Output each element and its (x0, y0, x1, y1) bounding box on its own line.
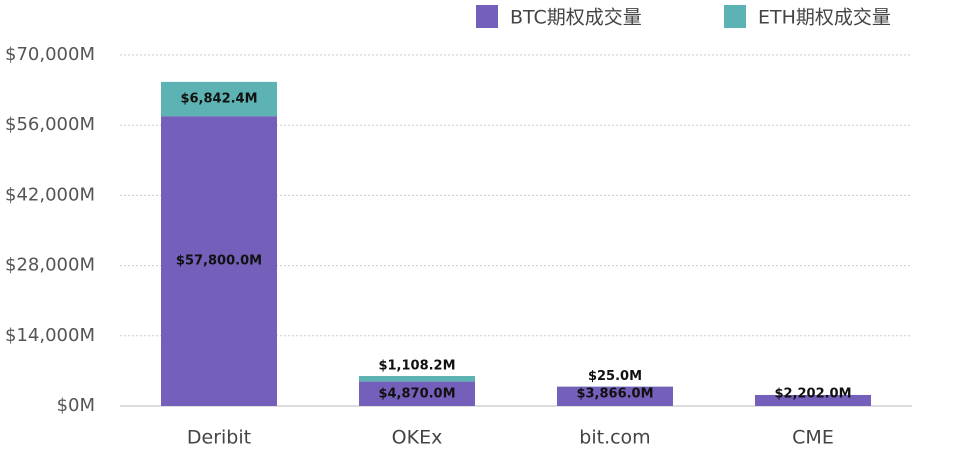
x-tick-label: CME (792, 427, 834, 449)
value-label: $2,202.0M (774, 387, 851, 402)
value-label: $1,108.2M (378, 359, 455, 374)
legend-label: ETH期权成交量 (758, 7, 891, 29)
value-label: $3,866.0M (576, 387, 653, 402)
legend-label: BTC期权成交量 (510, 7, 642, 29)
y-tick-label: $14,000M (5, 325, 95, 346)
x-tick-label: bit.com (579, 427, 650, 449)
legend-swatch (724, 5, 746, 28)
y-tick-label: $0M (57, 395, 95, 416)
value-label: $57,800.0M (176, 254, 262, 269)
value-label: $4,870.0M (378, 386, 455, 401)
value-label: $25.0M (588, 369, 642, 384)
y-tick-label: $28,000M (5, 255, 95, 276)
legend-swatch (476, 5, 498, 28)
y-tick-label: $70,000M (5, 44, 95, 65)
bar-segment (359, 376, 475, 382)
value-label: $6,842.4M (180, 92, 257, 107)
x-tick-label: Deribit (187, 427, 251, 449)
y-tick-label: $56,000M (5, 114, 95, 135)
x-tick-label: OKEx (392, 427, 443, 449)
y-tick-label: $42,000M (5, 184, 95, 205)
